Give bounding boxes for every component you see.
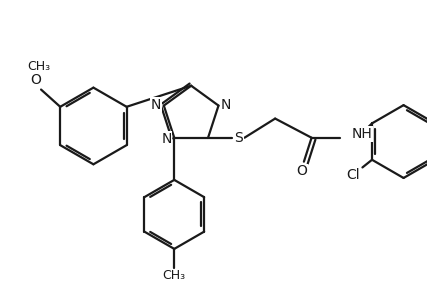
Text: O: O <box>296 164 307 178</box>
Text: N: N <box>151 98 161 112</box>
Text: NH: NH <box>352 127 373 141</box>
Text: CH₃: CH₃ <box>27 60 51 73</box>
Text: O: O <box>30 73 41 87</box>
Text: Cl: Cl <box>346 168 360 182</box>
Text: N: N <box>161 132 172 146</box>
Text: CH₃: CH₃ <box>163 269 186 282</box>
Text: N: N <box>221 98 232 112</box>
Text: S: S <box>235 131 243 145</box>
